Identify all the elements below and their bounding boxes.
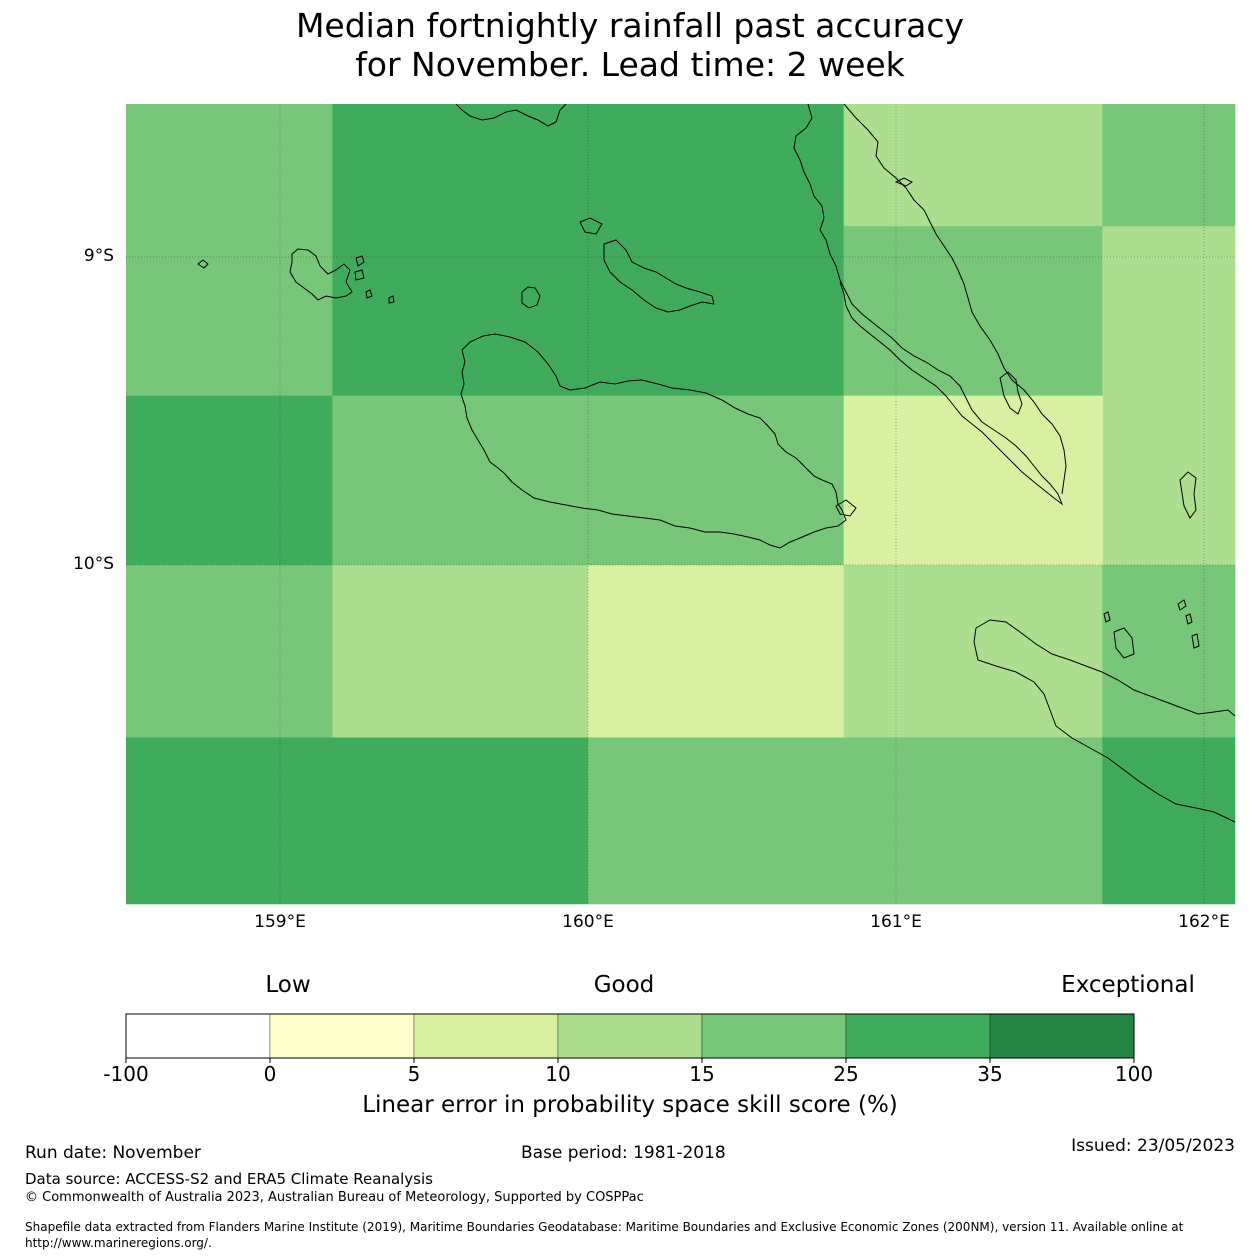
lat-label-9s: 9°S xyxy=(83,246,114,266)
small-island-malaita-2 xyxy=(835,499,857,517)
grid-cell xyxy=(588,737,1103,905)
small-island-malaita-1 xyxy=(894,177,913,187)
grid-cell xyxy=(126,104,333,397)
lon-label-161e: 161°E xyxy=(870,912,922,932)
grid-cell xyxy=(332,565,589,738)
grid-cell xyxy=(332,395,845,566)
russell-islet-3 xyxy=(365,289,373,299)
ugi-island xyxy=(1113,627,1135,659)
graticule xyxy=(126,104,1235,904)
grid-cell xyxy=(1102,565,1236,738)
run-date: Run date: November xyxy=(25,1143,201,1163)
lon-label-159e: 159°E xyxy=(254,912,306,932)
savo-island xyxy=(521,286,541,309)
guadalcanal-island xyxy=(460,333,847,549)
nggela-islands xyxy=(579,217,715,313)
small-island-makira-1 xyxy=(1103,611,1111,623)
colorbar-title: Linear error in probability space skill … xyxy=(362,1092,898,1118)
grid-cell xyxy=(1102,226,1236,566)
maramasike-island xyxy=(999,371,1023,415)
grid-cell xyxy=(126,395,333,566)
colorbar-tick: 15 xyxy=(689,1062,715,1086)
skill-grid xyxy=(126,104,1236,905)
small-island-makira-3 xyxy=(1185,613,1193,625)
colorbar-tick: 35 xyxy=(977,1062,1003,1086)
makira-island xyxy=(975,619,1236,717)
russell-islet-4 xyxy=(388,295,395,304)
grid-cell xyxy=(843,104,1103,227)
legend-category-low: Low xyxy=(265,972,311,998)
colorbar-tick: 5 xyxy=(407,1062,421,1086)
colorbar-tick: 0 xyxy=(263,1062,277,1086)
chart-title-line-1: Median fortnightly rainfall past accurac… xyxy=(295,6,965,45)
grid-cell xyxy=(843,565,1103,738)
russell-islet-2 xyxy=(354,269,365,281)
lon-label-160e: 160°E xyxy=(562,912,614,932)
grid-cell xyxy=(126,565,333,738)
grid-cell xyxy=(843,395,1103,566)
legend-category-exceptional: Exceptional xyxy=(1061,972,1195,998)
issued-date: Issued: 23/05/2023 xyxy=(1071,1136,1235,1156)
grid-cell xyxy=(1102,104,1236,227)
data-source: Data source: ACCESS-S2 and ERA5 Climate … xyxy=(25,1170,433,1188)
russell-islet-1 xyxy=(355,255,365,267)
shapefile-credit-line-1: Shapefile data extracted from Flanders M… xyxy=(25,1220,1184,1234)
lon-label-162e: 162°E xyxy=(1178,912,1230,932)
colorbar-tick: 100 xyxy=(1114,1062,1154,1086)
colorbar-tick: 10 xyxy=(545,1062,571,1086)
small-island-west xyxy=(197,259,209,269)
chart-title-line-2: for November. Lead time: 2 week xyxy=(355,45,905,84)
grid-cell xyxy=(1102,737,1236,905)
lat-label-10s: 10°S xyxy=(73,554,114,574)
grid-cell xyxy=(126,737,589,905)
north-coast-fragment xyxy=(455,103,567,127)
shapefile-credit-line-2: http://www.marineregions.org/. xyxy=(25,1236,212,1250)
grid-cell xyxy=(332,104,845,397)
copyright: © Commonwealth of Australia 2023, Austra… xyxy=(25,1190,644,1205)
russell-islands xyxy=(289,248,353,301)
grid-cell xyxy=(843,226,1103,397)
ulawa-island xyxy=(1179,471,1197,519)
colorbar-tick: 25 xyxy=(833,1062,859,1086)
malaita-east-coast xyxy=(843,103,1067,495)
small-island-makira-2 xyxy=(1177,599,1187,611)
colorbar-tick: -100 xyxy=(103,1062,149,1086)
small-island-makira-4 xyxy=(1191,633,1200,649)
legend-category-good: Good xyxy=(593,972,655,998)
grid-cell xyxy=(588,565,845,738)
coastlines xyxy=(197,103,1236,823)
base-period: Base period: 1981-2018 xyxy=(521,1143,726,1163)
malaita-island xyxy=(793,103,1064,506)
makira-south-coast xyxy=(973,627,1236,823)
